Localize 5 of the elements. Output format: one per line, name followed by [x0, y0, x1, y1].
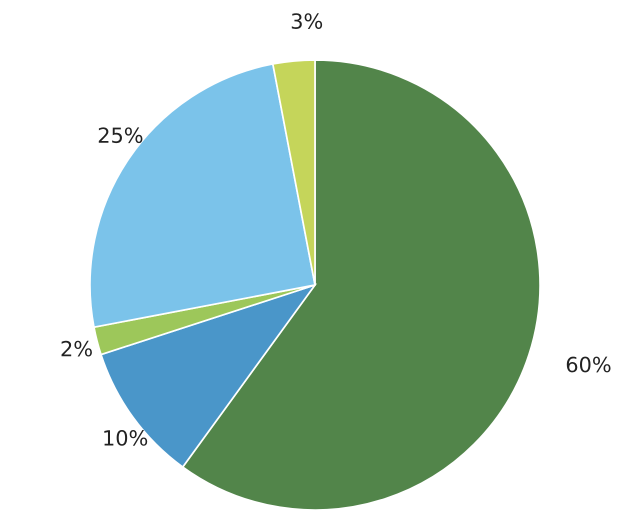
data-label: 60% [566, 356, 611, 372]
data-label: 25% [98, 127, 142, 144]
data-label: 3% [292, 13, 322, 29]
data-label: 2% [62, 340, 92, 357]
data-label: 10% [104, 430, 148, 446]
